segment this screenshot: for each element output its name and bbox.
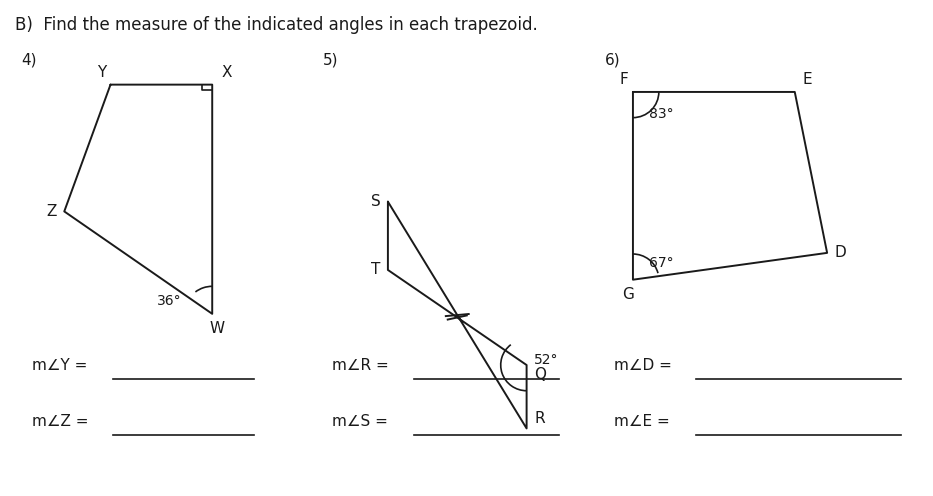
Text: B)  Find the measure of the indicated angles in each trapezoid.: B) Find the measure of the indicated ang… bbox=[15, 16, 538, 34]
Text: 4): 4) bbox=[21, 53, 36, 68]
Text: m∠D =: m∠D = bbox=[615, 358, 673, 372]
Text: m∠R =: m∠R = bbox=[332, 358, 389, 372]
Text: m∠E =: m∠E = bbox=[615, 414, 670, 429]
Text: m∠Y =: m∠Y = bbox=[32, 358, 88, 372]
Text: D: D bbox=[834, 246, 846, 260]
Text: T: T bbox=[371, 262, 381, 277]
Text: 52°: 52° bbox=[534, 353, 559, 367]
Text: Q: Q bbox=[534, 368, 546, 382]
Text: Y: Y bbox=[97, 65, 105, 80]
Text: 83°: 83° bbox=[648, 107, 674, 121]
Text: m∠Z =: m∠Z = bbox=[32, 414, 89, 429]
Text: S: S bbox=[370, 194, 381, 209]
Text: E: E bbox=[802, 72, 812, 87]
Text: X: X bbox=[221, 65, 232, 80]
Text: 5): 5) bbox=[323, 53, 339, 68]
Text: m∠S =: m∠S = bbox=[332, 414, 388, 429]
Text: R: R bbox=[534, 411, 545, 426]
Text: F: F bbox=[620, 72, 628, 87]
Text: 67°: 67° bbox=[648, 256, 674, 270]
Text: W: W bbox=[209, 321, 225, 336]
Text: Z: Z bbox=[47, 204, 57, 219]
Text: 6): 6) bbox=[606, 53, 620, 68]
Text: 36°: 36° bbox=[157, 294, 181, 309]
Text: G: G bbox=[622, 287, 634, 302]
